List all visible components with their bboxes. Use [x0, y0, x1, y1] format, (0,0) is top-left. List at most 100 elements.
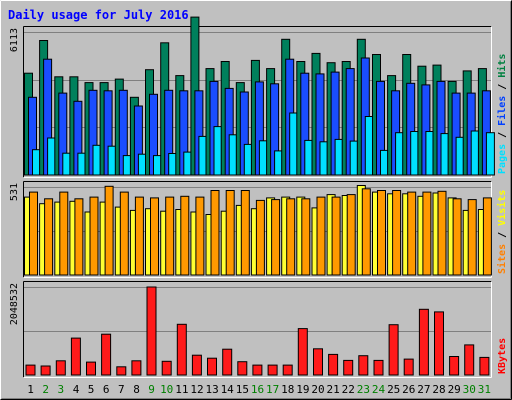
x-tick-label-day-22: 22 [342, 383, 355, 396]
x-tick-label-day-26: 26 [402, 383, 415, 396]
bar-sites-day-29 [452, 198, 462, 276]
x-tick-label-day-5: 5 [88, 383, 95, 396]
x-tick-label-day-3: 3 [57, 383, 64, 396]
bar-sites-day-28 [437, 190, 447, 276]
bar-sites-day-11 [180, 195, 190, 276]
bar-kbytes-day-10 [161, 360, 172, 376]
legend-separator: / [497, 126, 508, 144]
bar-kbytes-day-3 [55, 360, 66, 376]
x-tick-label-day-9: 9 [148, 383, 155, 396]
y-axis-max-label: 2048532 [9, 283, 20, 325]
bar-kbytes-day-9 [146, 286, 157, 376]
bar-sites-day-2 [44, 198, 54, 276]
x-tick-label-day-25: 25 [387, 383, 400, 396]
bar-kbytes-day-23 [358, 355, 369, 376]
bar-sites-day-30 [467, 199, 477, 276]
bar-kbytes-day-20 [313, 348, 323, 376]
bar-sites-day-5 [89, 196, 99, 276]
bar-kbytes-day-11 [176, 323, 187, 376]
bar-sites-day-16 [255, 199, 265, 276]
x-tick-label-day-17: 17 [266, 383, 279, 396]
bar-sites-day-24 [377, 190, 386, 276]
bar-kbytes-day-25 [388, 324, 399, 376]
legend-item-visits: Visits [496, 190, 508, 226]
y-axis-max-label: 531 [9, 183, 20, 201]
x-tick-label-day-4: 4 [73, 383, 80, 396]
bar-sites-day-19 [301, 198, 311, 276]
legend-item-hits: Hits [496, 54, 508, 78]
bar-sites-day-15 [240, 190, 250, 276]
bar-kbytes-day-4 [70, 337, 81, 376]
bar-kbytes-day-12 [191, 354, 202, 376]
bar-sites-day-23 [361, 188, 371, 276]
legend-item-files: Files [496, 96, 508, 126]
x-tick-label-day-10: 10 [160, 383, 173, 396]
bar-kbytes-day-28 [434, 311, 444, 376]
x-tick-label-day-28: 28 [432, 383, 445, 396]
bar-kbytes-day-18 [282, 364, 293, 376]
x-tick-label-day-23: 23 [357, 383, 370, 396]
x-tick-label-day-11: 11 [175, 383, 188, 396]
x-tick-label-day-19: 19 [296, 383, 309, 396]
x-tick-label-day-2: 2 [42, 383, 49, 396]
x-tick-label-day-15: 15 [236, 383, 249, 396]
bar-kbytes-day-5 [86, 361, 96, 376]
x-tick-label-day-7: 7 [118, 383, 125, 396]
bar-kbytes-day-31 [479, 356, 490, 376]
x-tick-label-day-31: 31 [478, 383, 491, 396]
legend-item-sites: Sites [496, 244, 508, 274]
bar-kbytes-day-8 [131, 360, 142, 376]
x-tick-label-day-29: 29 [448, 383, 461, 396]
bar-sites-day-1 [29, 191, 38, 276]
bar-kbytes-day-22 [343, 359, 354, 376]
panel-kbytes: 2048532 KBytes [9, 281, 508, 378]
bar-sites-day-8 [134, 196, 144, 276]
x-tick-label-day-13: 13 [205, 383, 218, 396]
legend-visits-sites: Sites / Visits [496, 190, 508, 274]
bar-sites-day-21 [331, 196, 341, 276]
bar-sites-day-10 [165, 196, 175, 276]
bar-sites-day-26 [407, 191, 417, 276]
bar-kbytes-day-15 [237, 361, 248, 376]
x-axis-day-labels: 1 2 3 4 5 6 7 8 9 10 11 12 13 14 15 16 17 18 19 20 21 22 23 24 2… [27, 383, 491, 396]
bar-sites-day-14 [225, 190, 235, 276]
bar-kbytes-day-16 [252, 364, 263, 376]
x-tick-label-day-30: 30 [463, 383, 476, 396]
bar-kbytes-day-24 [373, 359, 384, 376]
bar-sites-day-3 [59, 191, 69, 276]
legend-separator: / [497, 226, 508, 244]
legend-item-kbytes: KBytes [497, 338, 508, 374]
x-tick-label-day-12: 12 [190, 383, 203, 396]
x-tick-label-day-24: 24 [372, 383, 386, 396]
x-tick-label-day-16: 16 [251, 383, 264, 396]
bar-kbytes-day-7 [116, 366, 127, 376]
bar-kbytes-day-1 [25, 364, 36, 376]
bar-sites-day-9 [150, 197, 159, 276]
bar-sites-day-27 [422, 191, 432, 276]
bar-sites-day-20 [316, 196, 326, 276]
x-tick-label-day-6: 6 [103, 383, 110, 396]
x-tick-label-day-18: 18 [281, 383, 294, 396]
bar-sites-day-17 [271, 199, 281, 276]
bar-kbytes-day-30 [464, 344, 475, 376]
bar-sites-day-25 [392, 190, 402, 276]
panel-visits-sites: 531 Sites / Visits [9, 181, 508, 278]
bar-pages-day-31 [485, 132, 495, 176]
bar-sites-day-12 [195, 196, 205, 276]
x-tick-label-day-27: 27 [417, 383, 430, 396]
bar-sites-day-31 [482, 197, 492, 276]
x-tick-label-day-1: 1 [27, 383, 34, 396]
bar-kbytes-day-2 [40, 365, 51, 376]
bar-sites-day-7 [119, 191, 129, 276]
legend-hits-files-pages: Pages / Files / Hits [496, 54, 508, 174]
bar-kbytes-day-19 [297, 328, 308, 376]
chart-title: Daily usage for July 2016 [8, 8, 189, 22]
x-tick-label-day-8: 8 [133, 383, 140, 396]
legend-item-pages: Pages [497, 144, 508, 174]
chart-panels: 6113 Pages / Files / Hits 531 Sites / Visit… [9, 16, 508, 378]
bar-sites-day-4 [74, 198, 84, 276]
panel-hits-files-pages: 6113 Pages / Files / Hits [9, 16, 508, 178]
bar-kbytes-day-6 [101, 333, 112, 376]
legend-kbytes: KBytes [497, 338, 508, 374]
